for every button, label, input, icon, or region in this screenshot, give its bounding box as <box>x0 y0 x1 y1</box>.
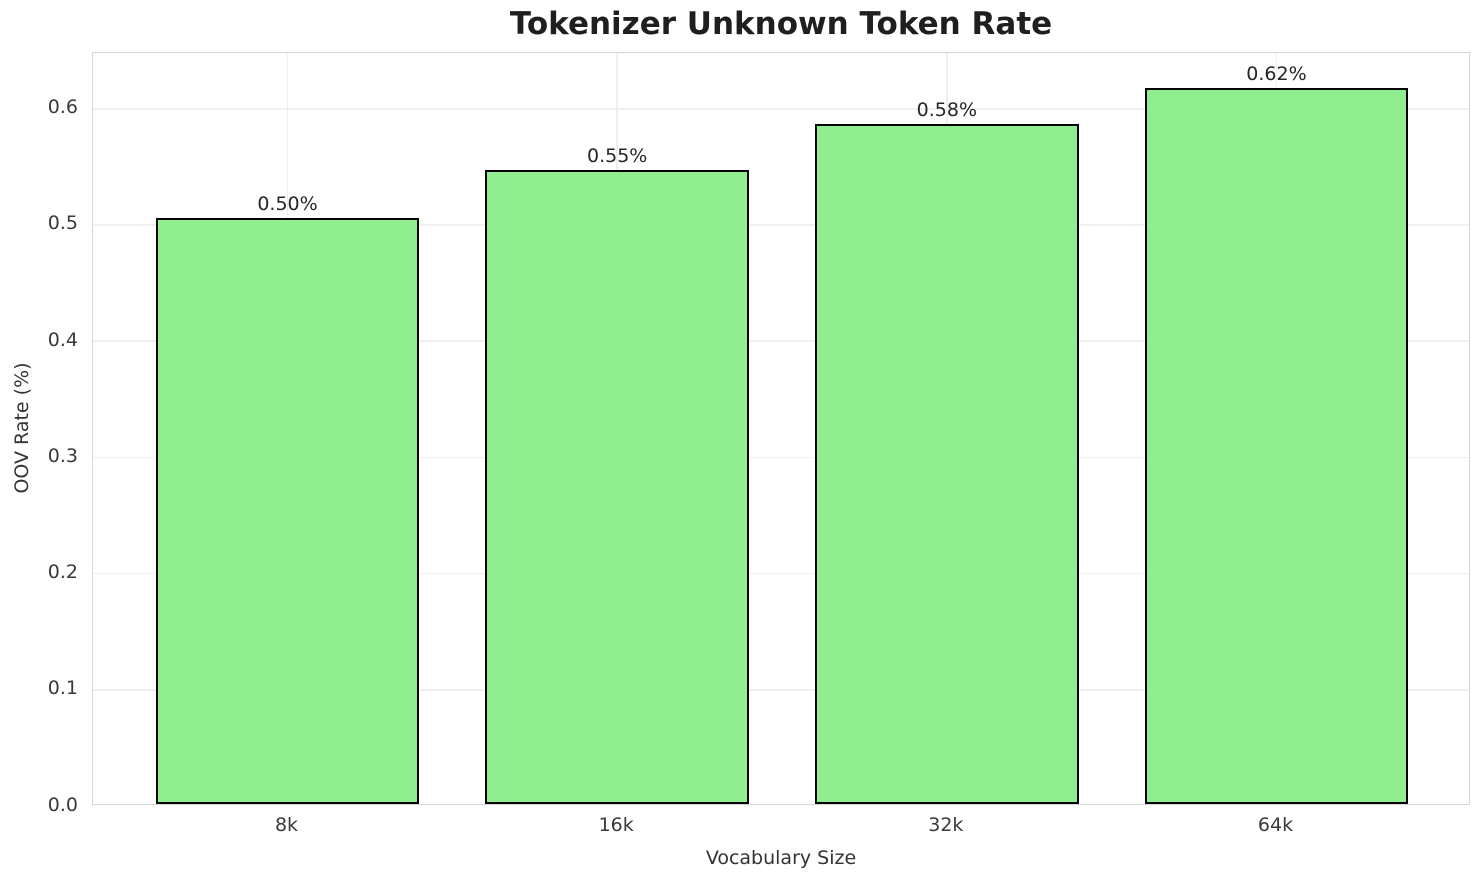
horizontal-gridline <box>93 224 1469 226</box>
y-tick-label: 0.3 <box>47 444 78 467</box>
horizontal-gridline <box>93 572 1469 575</box>
x-axis-label: Vocabulary Size <box>705 847 857 869</box>
y-tick-label: 0.5 <box>47 212 78 235</box>
bar-8k <box>155 218 420 804</box>
y-tick-label: 0.1 <box>47 677 78 700</box>
bar-value-label: 0.50% <box>257 193 318 216</box>
plot-area: 0.50% 0.55% 0.58% 0.62% <box>92 52 1470 805</box>
x-tick-label-32k: 32k <box>928 814 964 836</box>
horizontal-gridline <box>93 689 1469 691</box>
horizontal-gridline <box>93 108 1469 110</box>
x-tick-label-16k: 16k <box>598 814 634 836</box>
y-tick-label: 0.0 <box>47 793 78 816</box>
bar-value-label: 0.62% <box>1246 63 1307 86</box>
bar-value-label: 0.58% <box>916 99 978 122</box>
bar-64k <box>1144 88 1409 804</box>
x-tick-label-8k: 8k <box>274 814 299 836</box>
y-axis-label: OOV Rate (%) <box>11 362 33 494</box>
bar-32k <box>814 124 1079 804</box>
bar-value-label: 0.55% <box>586 144 648 167</box>
x-tick-label-64k: 64k <box>1257 814 1294 836</box>
y-tick-label: 0.6 <box>47 96 78 119</box>
y-tick-label: 0.2 <box>47 561 78 584</box>
chart-title: Tokenizer Unknown Token Rate <box>509 6 1053 42</box>
bar-16k <box>485 169 750 804</box>
y-tick-label: 0.4 <box>47 328 78 351</box>
horizontal-gridline <box>93 340 1469 342</box>
horizontal-gridline <box>93 456 1469 459</box>
